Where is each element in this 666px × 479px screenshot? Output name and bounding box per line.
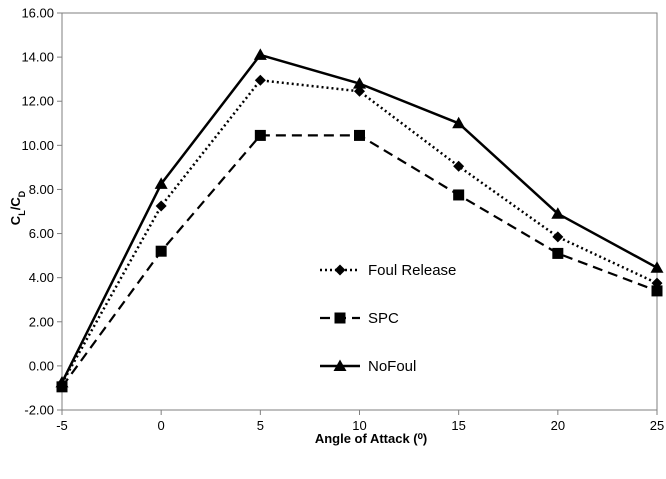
data-point	[552, 231, 564, 243]
data-point	[155, 245, 167, 257]
y-tick-label: 14.00	[21, 50, 54, 65]
legend-item: SPC	[320, 310, 399, 327]
legend: Foul Release SPC NoFoul	[320, 262, 456, 375]
data-point	[552, 247, 564, 259]
x-tick-label: 0	[158, 418, 165, 433]
plot-area-border	[61, 12, 658, 411]
series-group	[55, 48, 664, 393]
y-axis-title-main: C	[8, 215, 23, 225]
data-point	[155, 200, 167, 212]
series-spc	[56, 129, 663, 393]
y-tick-label: 4.00	[29, 270, 54, 285]
axes	[57, 12, 658, 415]
legend-label: SPC	[368, 310, 399, 327]
y-tick-label: 8.00	[29, 182, 54, 197]
y-tick-label: 12.00	[21, 94, 54, 109]
y-axis-title: CL/CD	[8, 190, 27, 225]
series-line-spc	[61, 134, 658, 388]
y-tick-label: 0.00	[29, 358, 54, 373]
series-nofoul	[55, 48, 664, 388]
data-point	[453, 160, 465, 172]
x-tick-label: 25	[650, 418, 664, 433]
x-tick-label: 20	[551, 418, 565, 433]
x-tick-label: 10	[352, 418, 366, 433]
x-tick-label: 5	[257, 418, 264, 433]
legend-marker	[333, 359, 347, 371]
series-line-nofoul	[60, 53, 658, 383]
y-tick-label: 10.00	[21, 138, 54, 153]
legend-marker	[334, 264, 346, 276]
legend-item: NoFoul	[320, 358, 416, 375]
x-tick-label: 15	[451, 418, 465, 433]
legend-label: Foul Release	[368, 262, 456, 279]
data-point	[650, 261, 664, 273]
data-point	[651, 285, 663, 297]
data-point	[353, 77, 366, 89]
data-point	[354, 129, 365, 141]
data-point	[551, 207, 565, 219]
data-point	[254, 129, 266, 141]
y-tick-label: 16.00	[21, 6, 54, 21]
data-point	[55, 375, 69, 388]
data-point	[452, 116, 466, 129]
data-point	[253, 48, 267, 60]
legend-item: Foul Release	[320, 262, 456, 279]
y-tick-label: 2.00	[29, 314, 54, 329]
x-tick-label: -5	[56, 418, 68, 433]
data-point	[154, 177, 168, 189]
y-tick-label: -2.00	[24, 403, 54, 418]
y-axis-title-sep: /C	[8, 197, 23, 211]
y-tick-label: 6.00	[29, 226, 54, 241]
series-line-foul-release	[60, 79, 658, 385]
legend-label: NoFoul	[368, 358, 416, 375]
y-axis-title-sub2: D	[17, 190, 27, 197]
tick-labels: -2.00 0.00 2.00 4.00 6.00 8.00 10.00 12.00 14.00…	[21, 6, 664, 434]
data-point	[453, 189, 465, 201]
data-point	[254, 74, 266, 86]
series-foul-release	[56, 74, 663, 390]
legend-marker	[334, 312, 346, 324]
x-axis-title: Angle of Attack (⁰)	[315, 431, 427, 446]
y-axis-title-sub1: L	[17, 210, 27, 216]
